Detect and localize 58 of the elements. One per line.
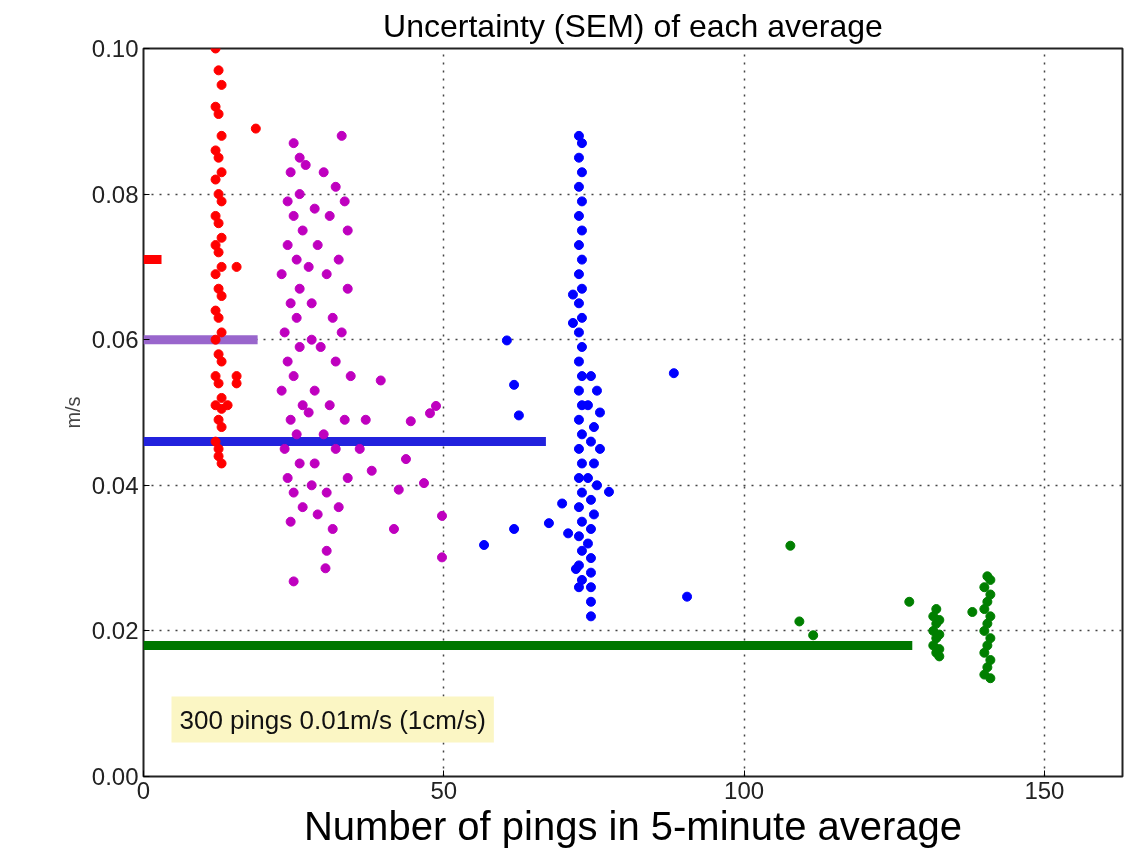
point [213, 349, 224, 360]
point [210, 436, 221, 447]
point [216, 196, 227, 207]
point [250, 123, 261, 134]
point [985, 611, 996, 622]
y-axis-title: m/s [61, 396, 84, 429]
point [210, 269, 221, 280]
point [934, 651, 945, 662]
point [985, 673, 996, 684]
point [213, 152, 224, 163]
point [213, 65, 224, 76]
point [904, 596, 915, 607]
annotation: 300 pings 0.01m/s (1cm/s) [179, 704, 486, 735]
point [213, 312, 224, 323]
point [213, 247, 224, 258]
point [794, 616, 805, 627]
chart-title: Uncertainty (SEM) of each average [383, 7, 883, 44]
y-tick-label: 0.04 [91, 471, 139, 499]
y-tick-label: 0.06 [91, 326, 139, 354]
point [979, 582, 990, 593]
point [216, 130, 227, 141]
x-axis-title: Number of pings in 5-minute average [303, 803, 963, 848]
point [213, 109, 224, 120]
point [967, 606, 978, 617]
point [210, 334, 221, 345]
x-tick-label: 150 [1024, 776, 1065, 804]
point [982, 640, 993, 651]
point [982, 618, 993, 629]
point [785, 540, 796, 551]
point [216, 261, 227, 272]
point [216, 291, 227, 302]
point [216, 79, 227, 90]
point [213, 451, 224, 462]
x-tick-label: 100 [724, 776, 765, 804]
point [231, 261, 242, 272]
x-tick-label: 50 [430, 776, 458, 804]
point [216, 356, 227, 367]
point [216, 167, 227, 178]
point [231, 378, 242, 389]
y-tick-label: 0.10 [91, 35, 139, 62]
point [210, 305, 221, 316]
point [213, 218, 224, 229]
y-tick-label: 0.02 [91, 617, 139, 645]
point [808, 630, 819, 641]
point [216, 422, 227, 433]
point [210, 174, 221, 185]
point [216, 403, 227, 414]
point [979, 604, 990, 615]
y-tick-label: 0.08 [91, 180, 139, 208]
point [979, 625, 990, 636]
point [213, 378, 224, 389]
point [216, 458, 227, 469]
point [979, 647, 990, 658]
point [216, 327, 227, 338]
point [982, 662, 993, 673]
point [210, 145, 221, 156]
point [216, 232, 227, 243]
point [216, 392, 227, 403]
